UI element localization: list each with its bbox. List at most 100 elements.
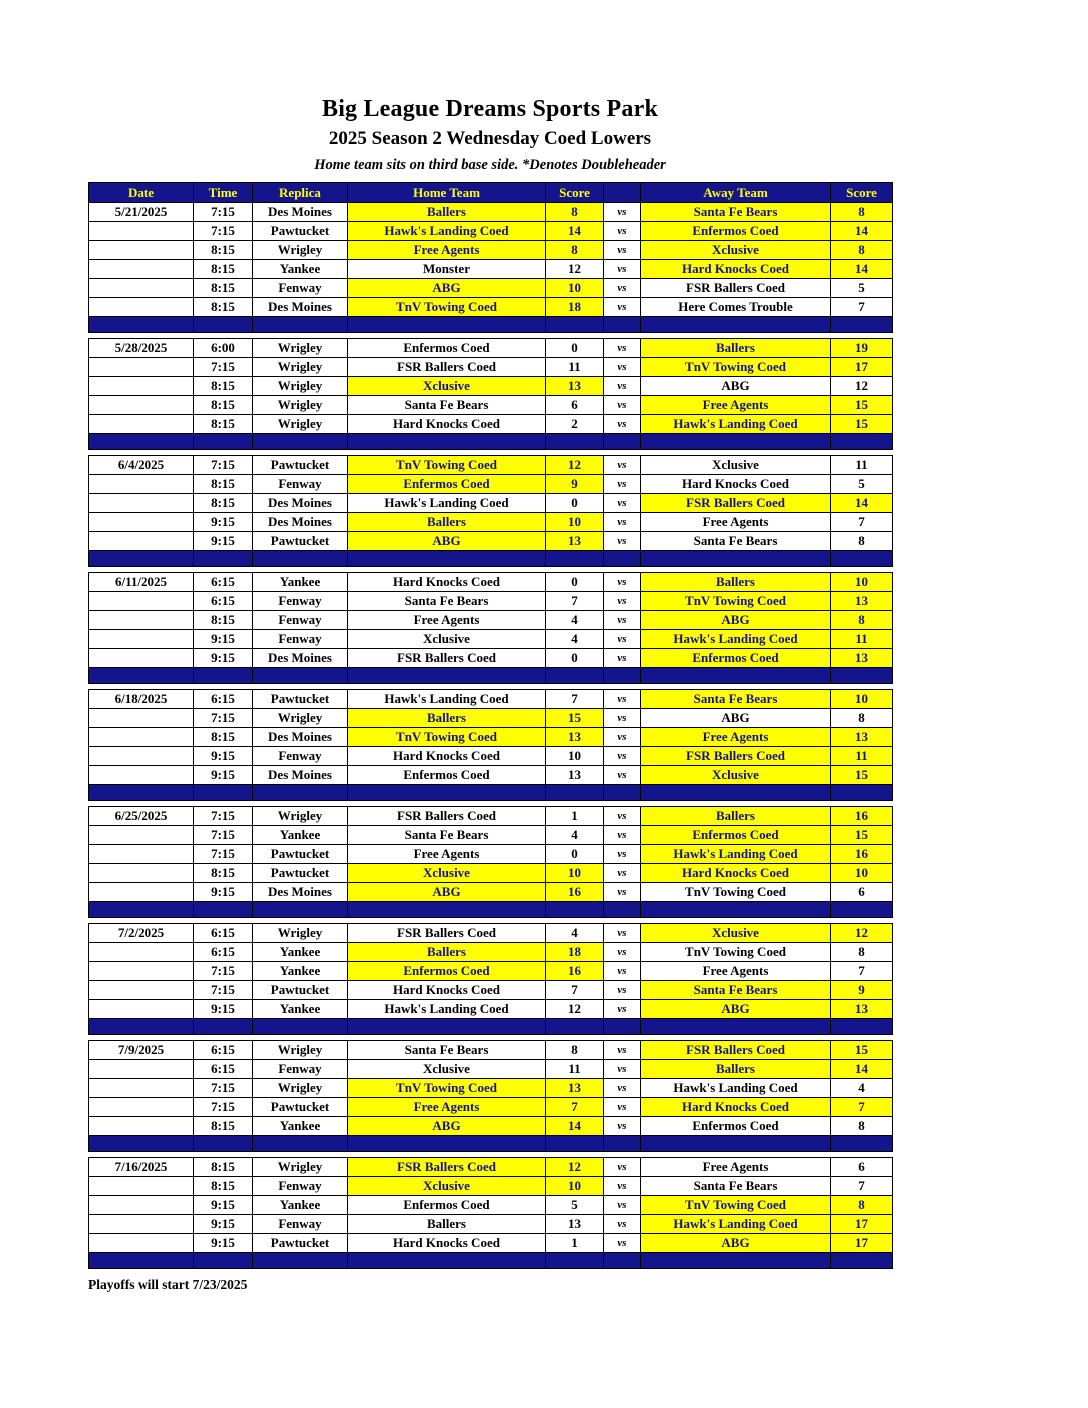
game-row: 8:15 Fenway Enfermos Coed 9 vs Hard Knocks Co… [88, 474, 893, 494]
away-score-cell: 12 [830, 923, 893, 943]
away-score-cell: 8 [830, 531, 893, 551]
replica-cell: Fenway [252, 746, 348, 766]
away-score-cell: 14 [830, 1059, 893, 1079]
home-team-cell: Enfermos Coed [347, 961, 546, 981]
home-team-cell: Hawk's Landing Coed [347, 493, 546, 513]
game-row: 9:15 Pawtucket Hard Knocks Coed 1 vs ABG 17 [88, 1233, 893, 1253]
home-team-cell: Santa Fe Bears [347, 1040, 546, 1060]
vs-label: vs [603, 708, 641, 728]
home-team-cell: Xclusive [347, 629, 546, 649]
date-cell: 6/25/2025 [88, 806, 194, 826]
away-score-cell: 9 [830, 980, 893, 1000]
game-row: 9:15 Des Moines ABG 16 vs TnV Towing Coed 6 [88, 882, 893, 902]
game-row: 9:15 Pawtucket ABG 13 vs Santa Fe Bears 8 [88, 531, 893, 551]
game-row: 6:15 Fenway Santa Fe Bears 7 vs TnV Towing Co… [88, 591, 893, 611]
date-cell [88, 708, 194, 728]
column-header-date: Date [88, 182, 194, 203]
home-score-cell: 6 [545, 395, 604, 415]
away-team-cell: TnV Towing Coed [640, 591, 831, 611]
home-score-cell: 10 [545, 278, 604, 298]
separator-cell [252, 550, 348, 567]
home-team-cell: Santa Fe Bears [347, 591, 546, 611]
away-score-cell: 13 [830, 591, 893, 611]
time-cell: 9:15 [193, 531, 253, 551]
game-row: 9:15 Des Moines Enfermos Coed 13 vs Xclusive 1… [88, 765, 893, 785]
separator-cell [193, 550, 253, 567]
separator-row [88, 550, 893, 567]
vs-label: vs [603, 1157, 641, 1177]
separator-row [88, 901, 893, 918]
replica-cell: Yankee [252, 961, 348, 981]
header-row: Date Time Replica Home Team Score Away T… [88, 182, 893, 203]
separator-cell [252, 901, 348, 918]
date-cell [88, 727, 194, 747]
away-team-cell: TnV Towing Coed [640, 357, 831, 377]
game-row: 6/11/2025 6:15 Yankee Hard Knocks Coed 0 vs Ba… [88, 572, 893, 592]
home-score-cell: 7 [545, 689, 604, 709]
game-row: 6/18/2025 6:15 Pawtucket Hawk's Landing Coe… [88, 689, 893, 709]
separator-cell [830, 667, 893, 684]
separator-cell [545, 1018, 604, 1035]
replica-cell: Wrigley [252, 1040, 348, 1060]
away-team-cell: Hard Knocks Coed [640, 863, 831, 883]
replica-cell: Pawtucket [252, 980, 348, 1000]
home-team-cell: Hard Knocks Coed [347, 414, 546, 434]
home-score-cell: 7 [545, 591, 604, 611]
away-score-cell: 5 [830, 278, 893, 298]
separator-cell [193, 784, 253, 801]
home-score-cell: 10 [545, 746, 604, 766]
game-row: 8:15 Wrigley Xclusive 13 vs ABG 12 [88, 376, 893, 396]
separator-cell [545, 316, 604, 333]
vs-label: vs [603, 923, 641, 943]
away-score-cell: 11 [830, 629, 893, 649]
home-team-cell: ABG [347, 882, 546, 902]
vs-label: vs [603, 610, 641, 630]
game-row: 8:15 Yankee ABG 14 vs Enfermos Coed 8 [88, 1116, 893, 1136]
separator-cell [88, 550, 194, 567]
home-score-cell: 0 [545, 493, 604, 513]
time-cell: 7:15 [193, 221, 253, 241]
separator-cell [640, 901, 831, 918]
page-title: Big League Dreams Sports Park [321, 96, 658, 122]
replica-cell: Fenway [252, 610, 348, 630]
home-team-cell: Hard Knocks Coed [347, 572, 546, 592]
away-team-cell: Xclusive [640, 455, 831, 475]
home-score-cell: 10 [545, 512, 604, 532]
separator-row [88, 1135, 893, 1152]
separator-cell [88, 1018, 194, 1035]
away-team-cell: Free Agents [640, 961, 831, 981]
separator-row [88, 784, 893, 801]
home-score-cell: 0 [545, 338, 604, 358]
home-score-cell: 1 [545, 806, 604, 826]
game-row: 8:15 Fenway Xclusive 10 vs Santa Fe Bears 7 [88, 1176, 893, 1196]
away-score-cell: 14 [830, 221, 893, 241]
away-score-cell: 8 [830, 202, 893, 222]
date-cell: 7/9/2025 [88, 1040, 194, 1060]
time-cell: 8:15 [193, 1157, 253, 1177]
time-cell: 7:15 [193, 825, 253, 845]
home-team-cell: Monster [347, 259, 546, 279]
time-cell: 7:15 [193, 357, 253, 377]
away-score-cell: 17 [830, 1214, 893, 1234]
away-team-cell: ABG [640, 708, 831, 728]
away-team-cell: Free Agents [640, 1157, 831, 1177]
separator-cell [88, 316, 194, 333]
replica-cell: Pawtucket [252, 1233, 348, 1253]
away-score-cell: 15 [830, 1040, 893, 1060]
time-cell: 7:15 [193, 708, 253, 728]
away-score-cell: 8 [830, 1116, 893, 1136]
separator-cell [88, 1252, 194, 1269]
replica-cell: Wrigley [252, 708, 348, 728]
date-cell [88, 825, 194, 845]
date-cell: 5/21/2025 [88, 202, 194, 222]
home-team-cell: TnV Towing Coed [347, 1078, 546, 1098]
home-team-cell: Santa Fe Bears [347, 825, 546, 845]
away-team-cell: FSR Ballers Coed [640, 278, 831, 298]
time-cell: 9:15 [193, 1233, 253, 1253]
vs-label: vs [603, 961, 641, 981]
game-row: 5/28/2025 6:00 Wrigley Enfermos Coed 0 vs Ball… [88, 338, 893, 358]
game-row: 8:15 Fenway ABG 10 vs FSR Ballers Coed 5 [88, 278, 893, 298]
home-team-cell: Xclusive [347, 1176, 546, 1196]
separator-cell [193, 901, 253, 918]
game-row: 7:15 Pawtucket Free Agents 0 vs Hawk's Landin… [88, 844, 893, 864]
